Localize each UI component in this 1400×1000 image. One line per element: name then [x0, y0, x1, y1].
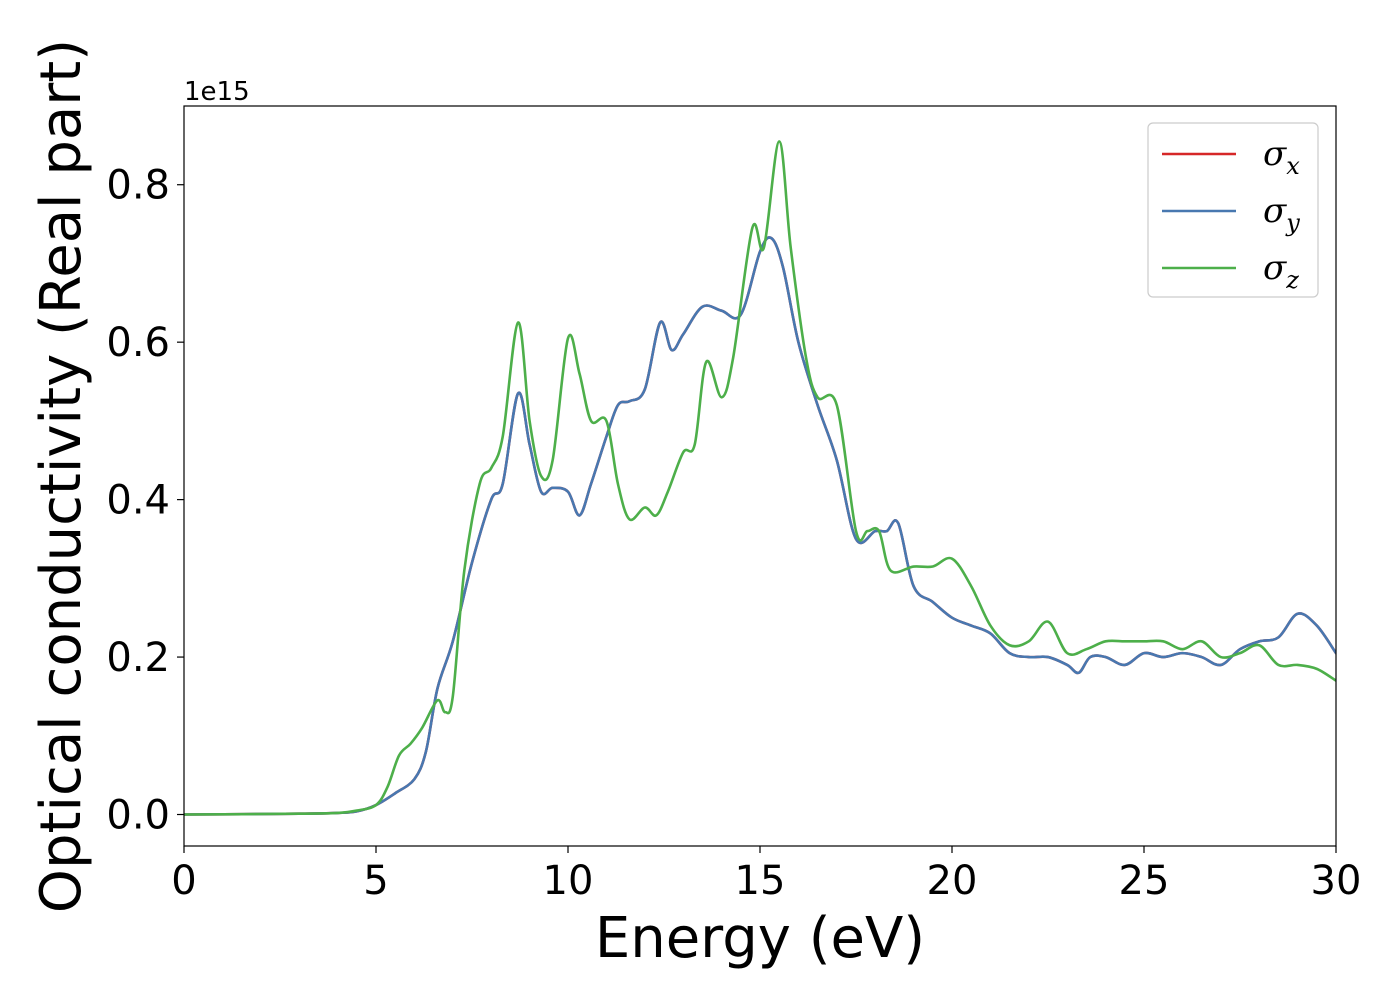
series-line-z: [184, 140, 1336, 816]
y-tick-label: 0.6: [106, 320, 170, 366]
series-line-y: [184, 236, 1336, 816]
x-tick-label: 25: [1119, 858, 1170, 904]
x-axis: 0 5 10 15 20 25 30: [171, 846, 1361, 904]
legend-subscript: z: [1285, 266, 1299, 294]
y-tick-label: 0.4: [106, 478, 170, 524]
legend-symbol: σ: [1263, 134, 1287, 174]
x-tick-label: 15: [735, 858, 786, 904]
legend-symbol: σ: [1263, 191, 1287, 231]
legend-symbol: σ: [1263, 248, 1287, 288]
plot-area: [183, 105, 1337, 847]
legend-label-z: σz: [1263, 248, 1299, 294]
y-offset-label: 1e15: [184, 77, 250, 107]
legend-label-x: σx: [1263, 134, 1300, 180]
legend-subscript: y: [1285, 209, 1300, 237]
series-layer: [184, 140, 1336, 816]
x-tick-label: 0: [171, 858, 196, 904]
x-tick-label: 5: [363, 858, 388, 904]
x-axis-label: Energy (eV): [595, 906, 925, 971]
y-tick-label: 0.2: [106, 635, 170, 681]
x-tick-label: 20: [927, 858, 978, 904]
y-tick-label: 0.8: [106, 163, 170, 209]
x-tick-label: 10: [543, 858, 594, 904]
y-tick-label: 0.0: [106, 793, 170, 839]
y-axis-label: Optical conductivity (Real part): [29, 39, 94, 913]
x-tick-label: 30: [1311, 858, 1362, 904]
legend-subscript: x: [1286, 152, 1300, 180]
legend-label-y: σy: [1263, 191, 1300, 237]
y-axis: 0.0 0.2 0.4 0.6 0.8: [106, 163, 184, 839]
